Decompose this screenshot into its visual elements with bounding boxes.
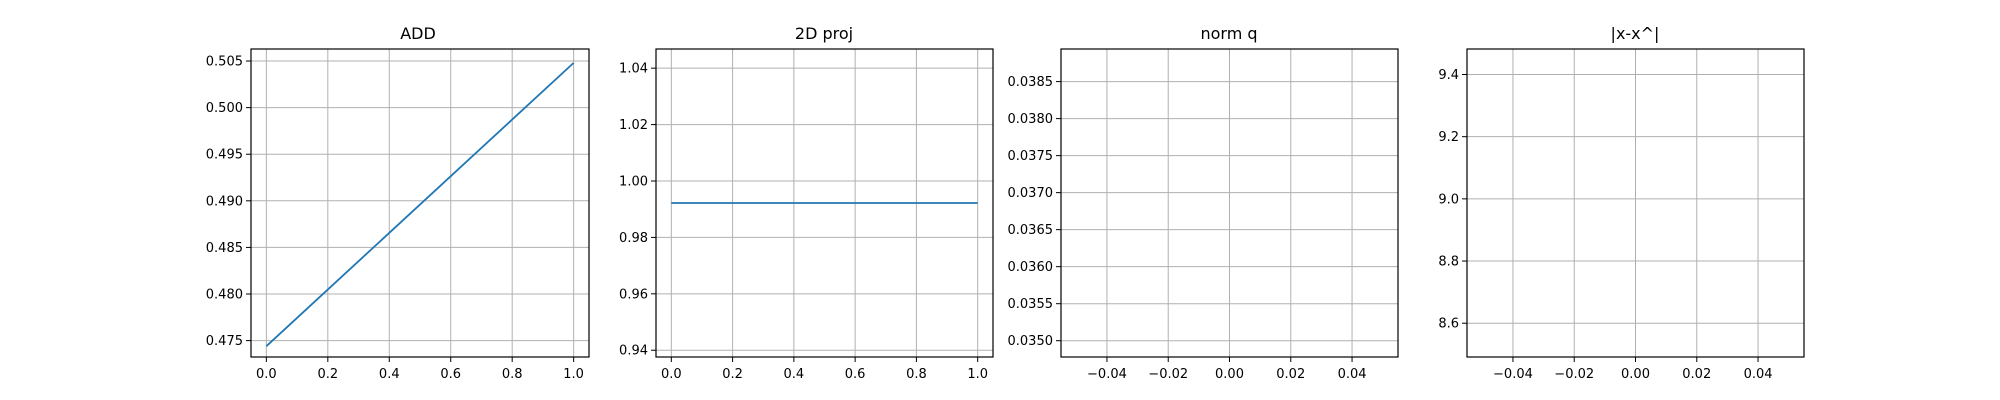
y-tick-label: 0.480 xyxy=(206,288,243,303)
x-tick-label: 0.04 xyxy=(1744,367,1773,382)
x-tick-label: 0.0 xyxy=(661,367,682,382)
series-line xyxy=(265,62,575,347)
panel-add: ADD 0.0 0.2 0.4 0.6 0.8 1.0 0.475 0.480 0.485 0.4… xyxy=(206,24,590,382)
x-tick-label: 0.6 xyxy=(440,367,461,382)
x-tick-label: 0.8 xyxy=(502,367,523,382)
y-tick-label: 9.2 xyxy=(1438,130,1459,145)
panel-title: |x-x^| xyxy=(1611,24,1660,43)
x-tick-label: −0.04 xyxy=(1087,367,1127,382)
x-tick-label: 0.00 xyxy=(1215,367,1244,382)
y-tick-label: 0.0360 xyxy=(1008,260,1054,275)
y-tick-label: 9.4 xyxy=(1438,68,1459,83)
panel-title: norm q xyxy=(1200,24,1257,43)
grid xyxy=(1467,49,1804,357)
axes-frame xyxy=(1060,48,1399,358)
x-tick-label: 0.2 xyxy=(317,367,338,382)
y-tick-label: 0.0350 xyxy=(1008,334,1054,349)
axes-frame xyxy=(1466,48,1805,358)
y-tick-label: 0.495 xyxy=(206,148,243,163)
y-tick-label: 0.0370 xyxy=(1008,186,1054,201)
panel-x-diff: |x-x^| −0.04 −0.02 0.00 0.02 0.04 8.6 8.8 9.0 9.… xyxy=(1438,24,1805,382)
grid xyxy=(251,49,589,357)
x-tick-label: 1.0 xyxy=(563,367,584,382)
x-tick-label: 0.02 xyxy=(1276,367,1305,382)
x-tick-label: 0.04 xyxy=(1338,367,1367,382)
x-tick-label: 0.00 xyxy=(1621,367,1650,382)
y-tick-label: 0.98 xyxy=(619,231,648,246)
y-tick-label: 0.96 xyxy=(619,287,648,302)
x-tick-label: 0.02 xyxy=(1682,367,1711,382)
y-tick-label: 0.475 xyxy=(206,334,243,349)
x-tick-label: 0.4 xyxy=(379,367,400,382)
panel-title: 2D proj xyxy=(795,24,853,43)
grid xyxy=(656,49,993,357)
y-tick-label: 9.0 xyxy=(1438,192,1459,207)
y-tick-label: 0.485 xyxy=(206,241,243,256)
y-tick-label: 0.0365 xyxy=(1008,223,1054,238)
y-tick-label: 0.490 xyxy=(206,194,243,209)
axes-frame xyxy=(250,48,590,358)
x-tick-label: 0.4 xyxy=(784,367,805,382)
x-tick-label: −0.02 xyxy=(1148,367,1188,382)
x-tick-label: −0.02 xyxy=(1554,367,1594,382)
x-tick-label: 0.2 xyxy=(722,367,743,382)
grid xyxy=(1061,49,1398,357)
x-tick-label: 1.0 xyxy=(967,367,988,382)
y-tick-label: 0.505 xyxy=(206,55,243,70)
x-tick-label: 0.8 xyxy=(906,367,927,382)
y-tick-label: 8.6 xyxy=(1438,317,1459,332)
y-tick-label: 1.00 xyxy=(619,175,648,190)
y-tick-label: 0.0355 xyxy=(1008,297,1054,312)
y-tick-label: 8.8 xyxy=(1438,255,1459,270)
y-tick-label: 0.94 xyxy=(619,344,648,359)
x-tick-label: 0.0 xyxy=(256,367,277,382)
y-tick-label: 0.0385 xyxy=(1008,75,1054,90)
axes-frame xyxy=(655,48,994,358)
y-tick-label: 1.02 xyxy=(619,118,648,133)
y-tick-label: 0.0380 xyxy=(1008,112,1054,127)
x-tick-label: −0.04 xyxy=(1493,367,1533,382)
x-tick-label: 0.6 xyxy=(845,367,866,382)
y-tick-label: 0.0375 xyxy=(1008,149,1054,164)
y-tick-label: 0.500 xyxy=(206,101,243,116)
panel-2d-proj: 2D proj 0.0 0.2 0.4 0.6 0.8 1.0 0.94 0.96 0.98 1.… xyxy=(619,24,994,382)
panel-norm-q: norm q −0.04 −0.02 0.00 0.02 0.04 0.0350 0.035… xyxy=(1008,24,1399,382)
y-tick-label: 1.04 xyxy=(619,62,648,77)
panel-title: ADD xyxy=(400,24,436,43)
